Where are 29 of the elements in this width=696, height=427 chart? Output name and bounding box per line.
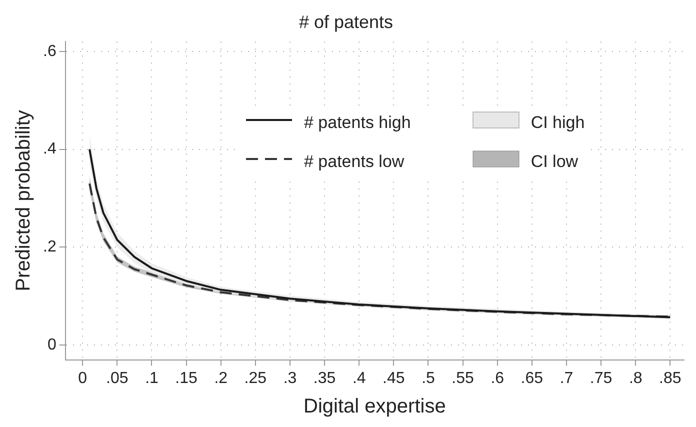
x-tick-label: .2 (214, 370, 228, 387)
x-tick-label: 0 (78, 370, 88, 387)
legend-label: CI high (530, 112, 585, 132)
x-tick-label: .1 (145, 370, 159, 387)
x-tick-label: .3 (283, 370, 297, 387)
chart-title: # of patents (298, 12, 394, 32)
x-tick-label: .75 (590, 370, 612, 387)
y-tick-label: .6 (43, 42, 56, 60)
x-tick-label: .8 (628, 370, 642, 387)
x-tick-label: .55 (452, 370, 474, 387)
x-tick-label: .5 (422, 370, 436, 387)
x-tick-label: .25 (244, 370, 267, 387)
x-axis-title: Digital expertise (304, 396, 446, 418)
legend-label: # patents low (304, 152, 406, 172)
x-tick-label: .6 (490, 370, 504, 387)
y-axis-title: Predicted probability (12, 110, 35, 292)
x-tick-label: .4 (352, 370, 366, 387)
x-tick-label: .35 (313, 370, 336, 387)
y-tick-label: .2 (43, 238, 56, 256)
x-tick-label: .45 (382, 370, 405, 387)
x-tick-label: .7 (560, 370, 574, 387)
y-tick-label: .4 (43, 140, 56, 158)
x-tick-label: .05 (106, 370, 128, 387)
legend-label: CI low (530, 152, 580, 172)
x-tick-label: .15 (175, 370, 198, 387)
x-tick-label: .65 (520, 370, 544, 387)
y-tick-label: 0 (47, 336, 56, 354)
x-tick-label: .85 (659, 370, 682, 387)
legend-label: # patents high (304, 112, 411, 132)
